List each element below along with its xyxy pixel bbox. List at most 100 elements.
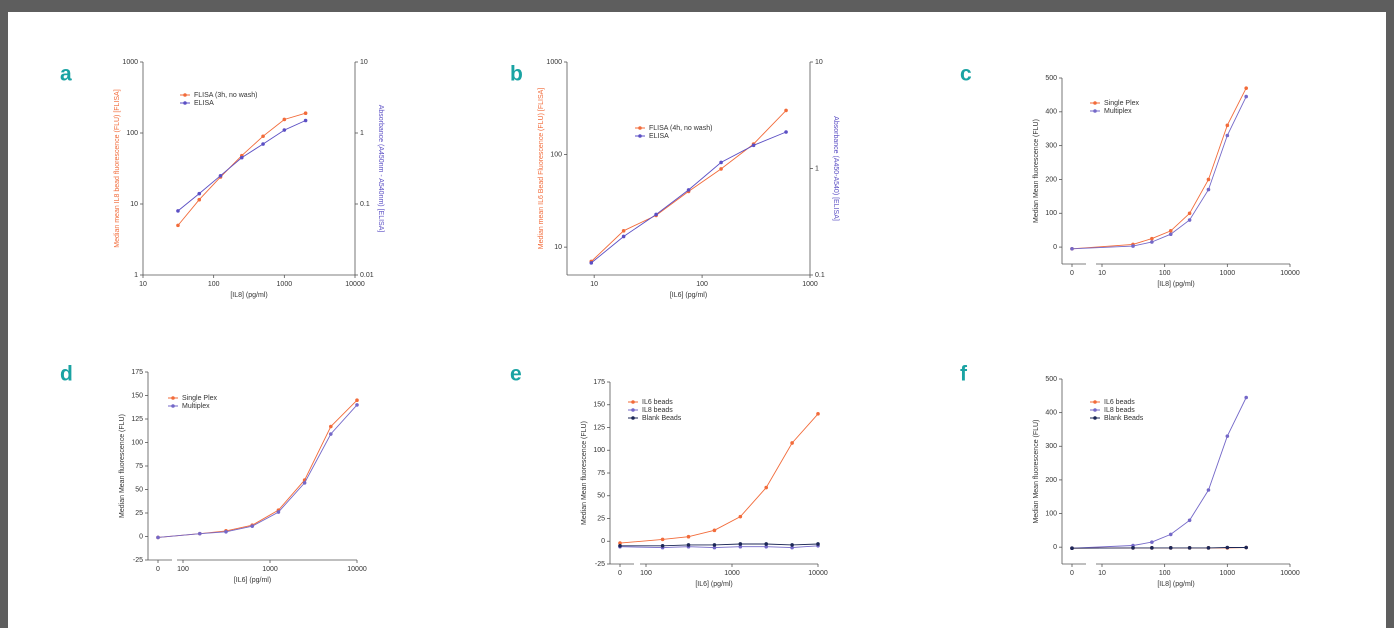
data-point: [1150, 236, 1154, 241]
data-point: [1168, 229, 1173, 233]
y-tick-label: 400: [1045, 109, 1057, 116]
data-point: [176, 223, 180, 228]
data-point: [355, 403, 359, 407]
data-point: [261, 142, 265, 146]
data-point: [1150, 546, 1154, 550]
y-axis-label: Median Mean fluorescence (FLU): [1033, 420, 1040, 524]
legend-label: FLISA (4h, no wash): [649, 125, 712, 132]
y-axis-label: Median Mean fluorescence (FLU): [119, 414, 126, 518]
data-point: [816, 412, 820, 416]
data-point: [764, 485, 769, 490]
x-tick-label: 0: [618, 570, 622, 577]
x-tick-label: 100: [1159, 570, 1171, 577]
y-tick-label: 25: [597, 515, 605, 522]
x-axis-label: [IL8] (pg/ml): [1157, 581, 1194, 588]
y-tick-label: 100: [1045, 210, 1057, 217]
y-tick-label: 10: [130, 201, 138, 208]
y2-tick-label: 10: [815, 59, 823, 66]
y-tick-label: 500: [1045, 376, 1057, 383]
data-point: [1206, 488, 1211, 492]
data-point: [738, 544, 743, 549]
x-axis-label: [IL8] (pg/ml): [1157, 281, 1194, 288]
data-point: [1187, 218, 1192, 222]
legend-marker: [1093, 101, 1097, 105]
x-tick-label: 100: [696, 281, 708, 288]
data-point: [660, 537, 665, 542]
data-point: [738, 542, 743, 546]
x-tick-label: 100: [177, 566, 189, 573]
panel-label: f: [960, 363, 968, 386]
data-point: [329, 432, 333, 436]
y-tick-label: 150: [593, 402, 605, 409]
data-point: [355, 398, 359, 403]
panel-label: c: [960, 63, 972, 86]
y-tick-label: 175: [593, 379, 605, 386]
x-tick-label: 1000: [1220, 570, 1236, 577]
x-tick-label: 1000: [802, 281, 818, 288]
x-tick-label: 10: [1098, 270, 1106, 277]
x-axis-label: [IL6] (pg/ml): [234, 577, 271, 584]
data-point: [1225, 545, 1230, 550]
x-tick-label: 100: [208, 281, 220, 288]
data-point: [282, 117, 287, 122]
data-point: [790, 543, 794, 547]
data-point: [1168, 232, 1173, 237]
series-line: [157, 399, 358, 538]
data-point: [1225, 123, 1230, 128]
data-point: [1070, 546, 1074, 550]
data-point: [1244, 86, 1248, 90]
series-line: [1071, 397, 1247, 549]
y-tick-label: 300: [1045, 142, 1057, 149]
y2-axis-label: Absorbance (A450-A540) [ELISA]: [832, 116, 839, 221]
y-tick-label: 125: [593, 424, 605, 431]
data-point: [224, 530, 228, 534]
data-point: [1150, 540, 1154, 544]
legend-label: IL8 beads: [642, 407, 673, 414]
data-point: [712, 528, 717, 533]
y-axis-label: Median Mean fluorescence (FLU): [1033, 119, 1040, 223]
legend-label: Multiplex: [182, 403, 210, 410]
data-point: [176, 209, 180, 213]
data-point: [1244, 545, 1248, 550]
legend-label: Single Plex: [1104, 100, 1140, 107]
data-point: [719, 167, 723, 171]
x-tick-label: 10000: [1280, 270, 1300, 277]
legend-marker: [171, 404, 175, 408]
data-point: [1206, 177, 1211, 182]
legend-marker: [631, 400, 635, 404]
y-tick-label: 150: [131, 392, 143, 399]
data-point: [618, 541, 622, 545]
data-point: [618, 544, 622, 548]
y-tick-label: 0: [139, 533, 143, 540]
series-line: [177, 120, 306, 212]
y-axis-label: Median mean IL8 bead fluorescence (FLU) …: [114, 89, 121, 247]
legend-marker: [171, 396, 175, 400]
y-tick-label: -25: [595, 561, 605, 568]
y-tick-label: 100: [550, 151, 562, 158]
legend-label: Multiplex: [1104, 108, 1132, 115]
data-point: [218, 173, 223, 178]
y-tick-label: 75: [135, 463, 143, 470]
y-tick-label: 175: [131, 369, 143, 376]
legend-marker: [631, 416, 635, 420]
legend-label: ELISA: [649, 133, 669, 140]
data-point: [712, 545, 717, 550]
legend-marker: [631, 408, 635, 412]
y-tick-label: 10: [554, 244, 562, 251]
data-point: [276, 510, 281, 514]
series-line: [620, 543, 819, 547]
y-axis-label: Median mean IL6 Bead Fluorescence (FLU) …: [538, 88, 545, 250]
x-tick-label: 1000: [1220, 270, 1236, 277]
legend-label: Single Plex: [182, 395, 218, 402]
data-point: [764, 544, 769, 549]
x-tick-label: 10: [1098, 570, 1106, 577]
data-point: [751, 143, 756, 148]
data-point: [1206, 187, 1211, 192]
data-point: [719, 160, 723, 165]
y2-tick-label: 1: [815, 165, 819, 172]
legend-label: Blank Beads: [1104, 415, 1144, 422]
x-axis-label: [IL8] (pg/ml): [230, 292, 267, 299]
data-point: [621, 234, 626, 239]
